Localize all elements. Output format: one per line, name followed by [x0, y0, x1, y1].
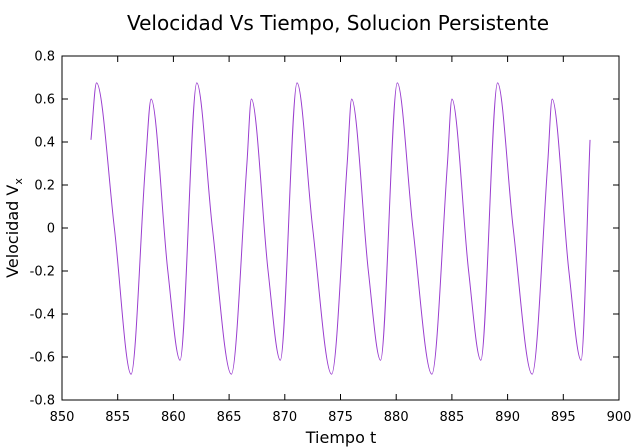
x-tick-label: 900 — [607, 410, 632, 425]
x-tick-label: 855 — [105, 410, 130, 425]
plot-frame — [61, 55, 620, 401]
x-tick-label: 880 — [384, 410, 409, 425]
x-tick-label: 850 — [50, 410, 75, 425]
x-tick-label: 885 — [439, 410, 464, 425]
plot-area: 850 855 860 865 870 875 880 885 890 895 900 -0.8 -0.… — [30, 50, 632, 426]
x-tick-label: 870 — [272, 410, 297, 425]
chart-title: Velocidad Vs Tiempo, Solucion Persistent… — [127, 11, 549, 35]
x-tick-label: 865 — [217, 410, 242, 425]
y-tick-label: -0.6 — [30, 351, 55, 366]
x-tick-label: 860 — [161, 410, 186, 425]
x-axis-label: Tiempo t — [305, 428, 376, 447]
x-tick-label: 895 — [551, 410, 576, 425]
series-line-velocity — [90, 82, 591, 375]
y-axis-label-subscript: x — [12, 178, 25, 185]
y-tick-label: 0.6 — [34, 93, 55, 108]
y-tick-label: 0.8 — [34, 50, 55, 65]
x-tick-label: 890 — [495, 410, 520, 425]
x-tick-label: 875 — [328, 410, 353, 425]
y-tick-label: 0 — [47, 222, 55, 237]
y-tick-label: -0.2 — [30, 265, 55, 280]
y-axis-label-main: Velocidad V — [3, 185, 22, 278]
y-tick-label: 0.4 — [34, 136, 55, 151]
y-tick-label: -0.8 — [30, 394, 55, 409]
y-axis-label: Velocidad Vx — [3, 178, 25, 278]
y-tick-label: -0.4 — [30, 308, 55, 323]
y-tick-label: 0.2 — [34, 179, 55, 194]
